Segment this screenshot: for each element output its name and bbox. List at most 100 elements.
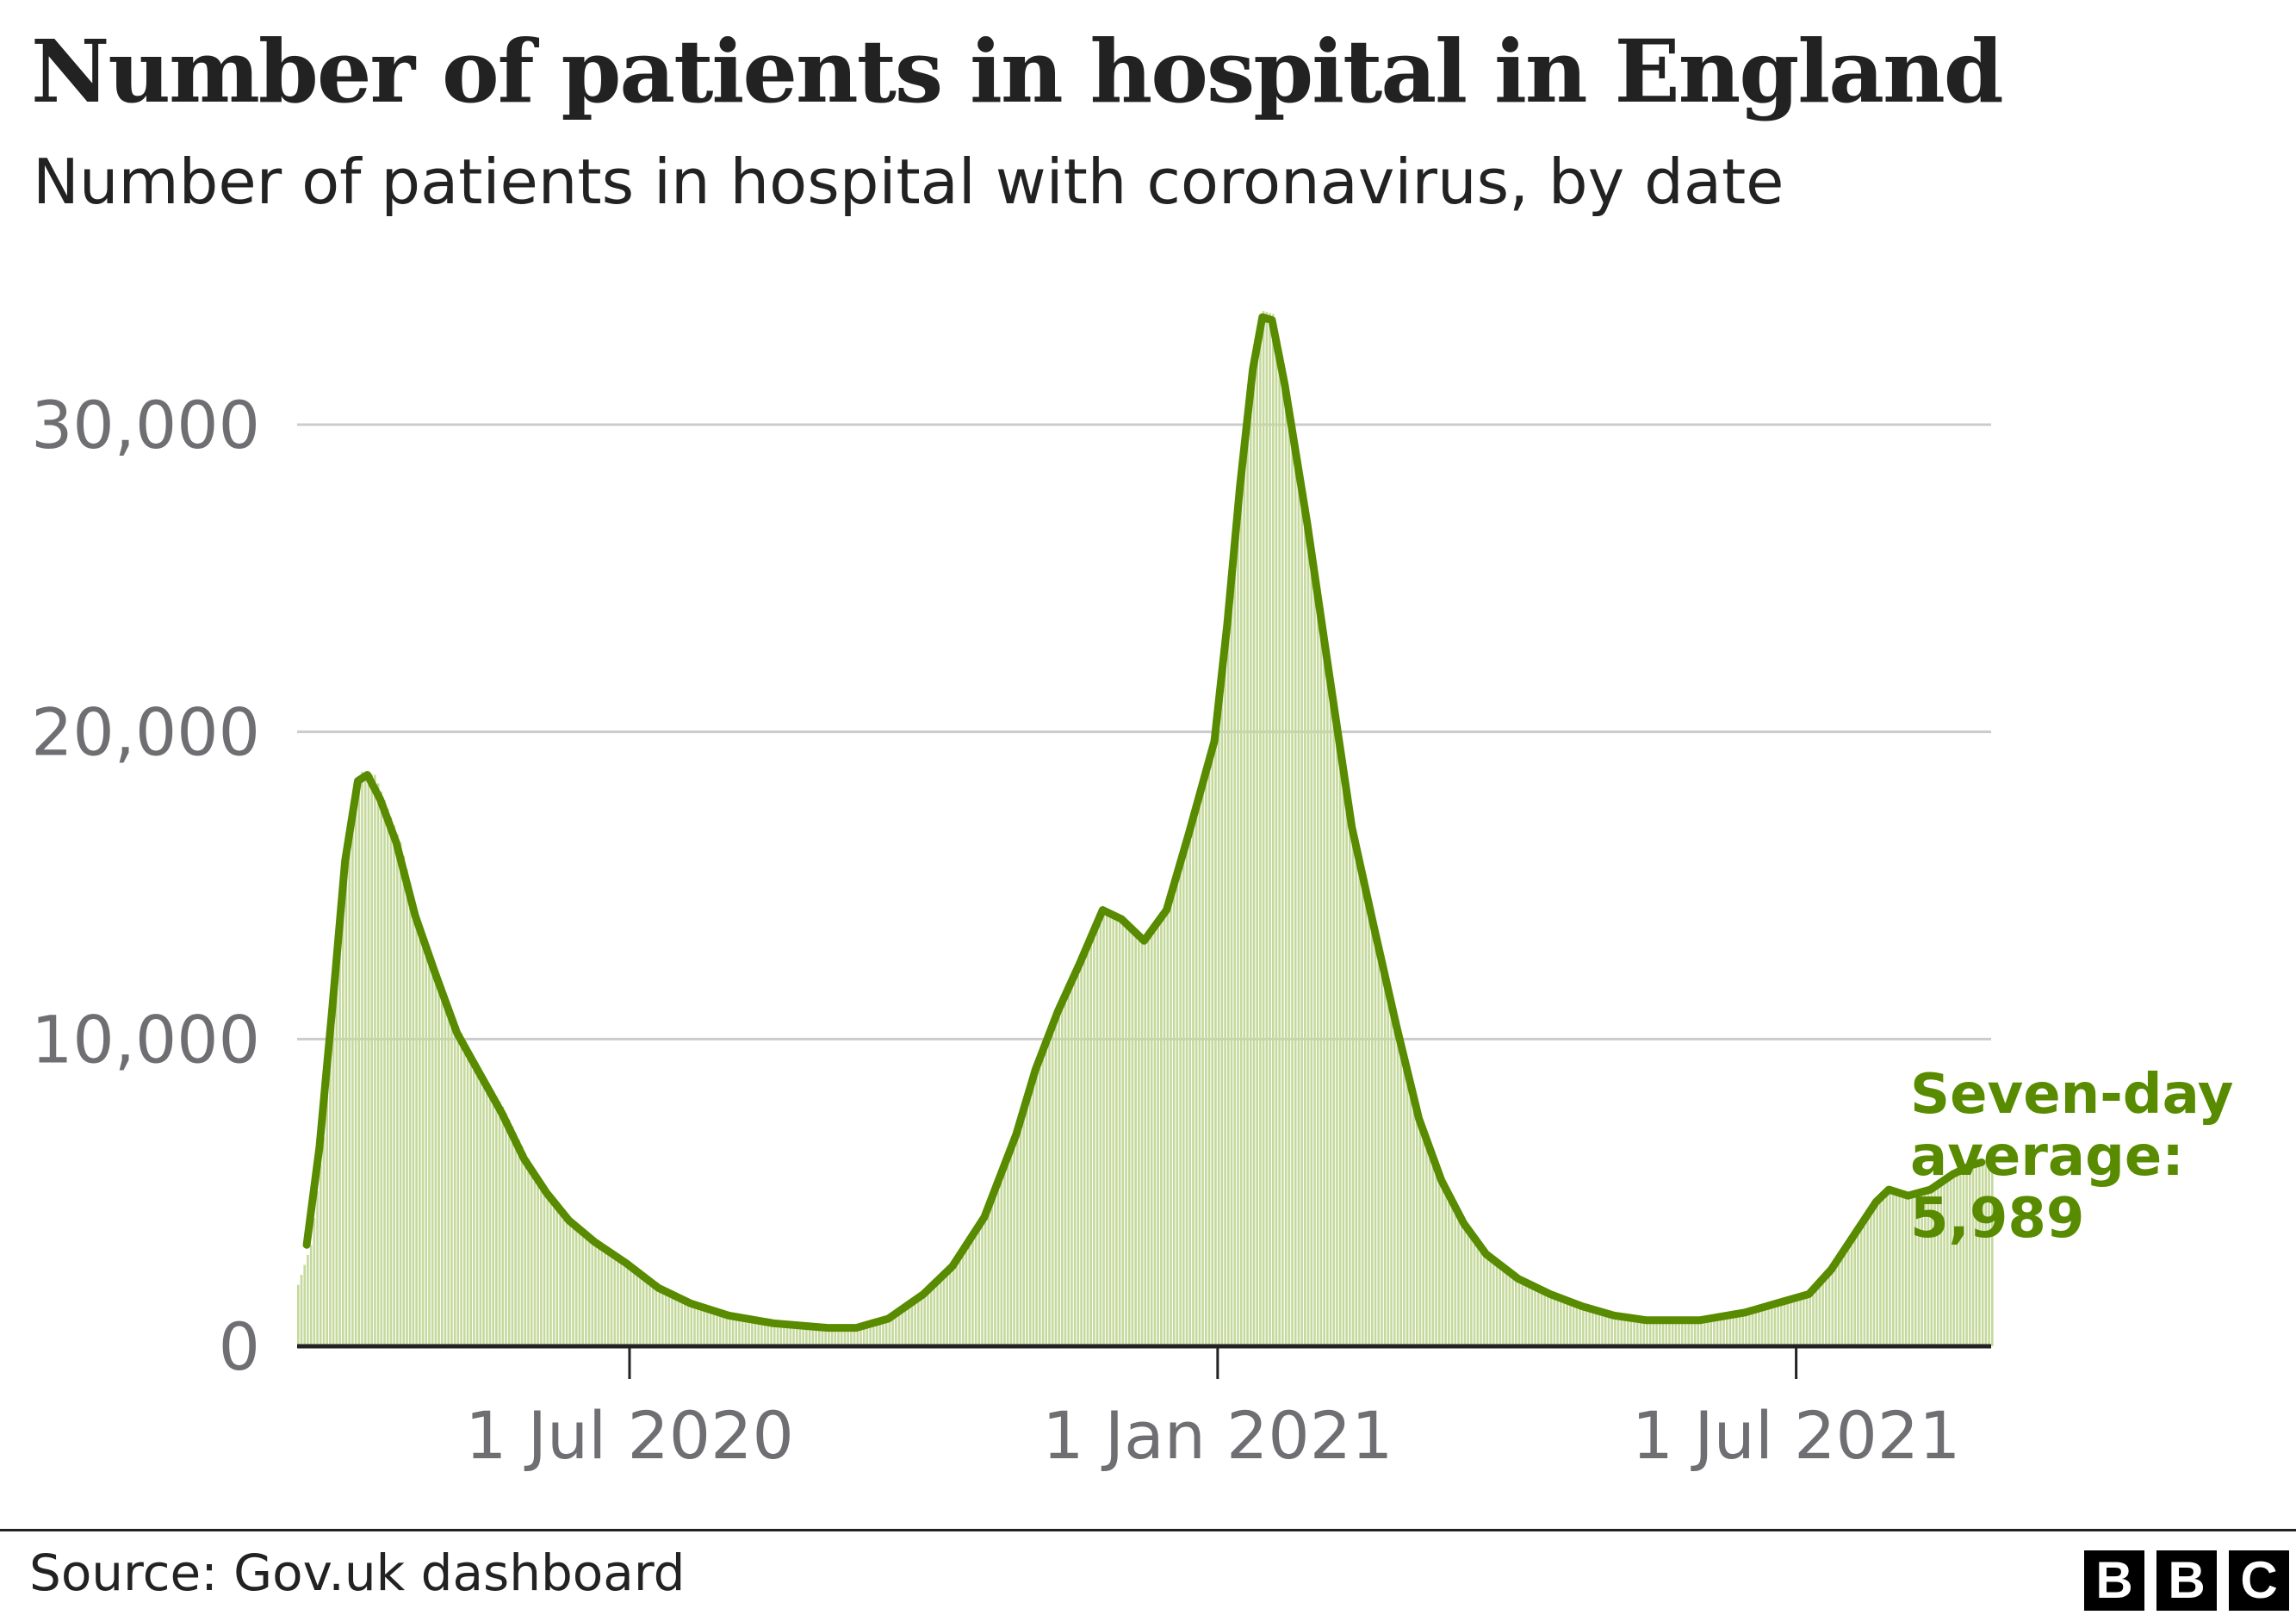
- daily-bar: [1153, 926, 1157, 1346]
- daily-bar: [1476, 1239, 1480, 1346]
- daily-bar: [798, 1325, 802, 1346]
- daily-bar: [1112, 911, 1114, 1346]
- daily-bar: [600, 1245, 604, 1346]
- daily-bar: [1732, 1314, 1734, 1346]
- daily-bar: [610, 1252, 613, 1346]
- daily-bar: [667, 1292, 671, 1346]
- daily-bar: [974, 1232, 977, 1346]
- daily-bar: [824, 1327, 827, 1346]
- daily-bar: [587, 1236, 591, 1346]
- daily-bar: [1026, 1102, 1028, 1346]
- daily-bar: [1262, 311, 1265, 1346]
- daily-bar: [1061, 1001, 1064, 1346]
- daily-bar: [1786, 1300, 1790, 1346]
- daily-bar: [1265, 312, 1269, 1347]
- y-tick-label: 20,000: [31, 694, 260, 771]
- daily-bar: [1818, 1283, 1821, 1346]
- daily-bar: [1780, 1301, 1783, 1346]
- daily-bar: [1418, 1115, 1422, 1346]
- daily-bar: [1958, 1170, 1962, 1346]
- daily-bar: [1921, 1192, 1923, 1346]
- daily-bar: [1083, 951, 1086, 1346]
- daily-bar: [1313, 560, 1316, 1346]
- daily-bar: [817, 1326, 821, 1346]
- daily-bar: [1457, 1208, 1460, 1346]
- daily-bar: [1646, 1320, 1648, 1346]
- daily-bar: [1745, 1312, 1747, 1346]
- daily-bar: [1345, 780, 1348, 1346]
- daily-bar: [1489, 1256, 1492, 1346]
- daily-bar: [936, 1282, 939, 1346]
- daily-bar: [933, 1284, 936, 1346]
- daily-bar: [530, 1164, 533, 1346]
- bbc-logo: B B C: [2084, 1550, 2289, 1611]
- x-tick-label: 1 Jul 2021: [1632, 1397, 1961, 1474]
- daily-bar: [1652, 1320, 1655, 1346]
- daily-bar: [1604, 1313, 1607, 1346]
- daily-bar: [367, 773, 370, 1346]
- daily-bar: [1205, 768, 1207, 1346]
- daily-bar: [837, 1327, 840, 1346]
- daily-bar: [661, 1289, 664, 1346]
- daily-bar: [1844, 1250, 1846, 1346]
- daily-bar: [840, 1327, 843, 1346]
- daily-bar: [1093, 929, 1095, 1346]
- daily-bar: [738, 1317, 741, 1346]
- daily-bar: [1125, 919, 1127, 1346]
- daily-bar: [859, 1326, 862, 1346]
- daily-bar: [965, 1246, 968, 1346]
- daily-bar: [1399, 1036, 1403, 1346]
- daily-bar: [1495, 1261, 1499, 1346]
- daily-bar: [591, 1239, 594, 1346]
- daily-bar: [1863, 1221, 1866, 1346]
- daily-bar: [680, 1298, 683, 1346]
- daily-bar: [1288, 398, 1291, 1346]
- daily-bar: [329, 1049, 332, 1346]
- seven-day-average-line: [302, 313, 1986, 1332]
- daily-bar: [802, 1326, 804, 1346]
- daily-bar: [1249, 389, 1252, 1346]
- daily-bar: [1949, 1176, 1952, 1346]
- daily-bar: [351, 822, 354, 1346]
- daily-bar: [815, 1326, 817, 1346]
- daily-bar: [485, 1080, 488, 1346]
- daily-bar: [1956, 1171, 1958, 1346]
- daily-bar: [1454, 1202, 1457, 1346]
- daily-bar: [511, 1126, 514, 1346]
- daily-bar: [344, 870, 348, 1346]
- daily-bar: [1332, 692, 1336, 1346]
- daily-bar: [1278, 346, 1281, 1346]
- daily-bar: [1716, 1317, 1719, 1346]
- daily-bar: [696, 1305, 699, 1346]
- daily-bar: [1310, 538, 1313, 1346]
- daily-bar: [1230, 574, 1233, 1346]
- daily-bar: [792, 1325, 795, 1346]
- daily-bar: [1207, 756, 1211, 1346]
- daily-bar: [1515, 1276, 1517, 1346]
- daily-bar: [1099, 914, 1102, 1346]
- daily-bar: [1850, 1240, 1853, 1346]
- daily-bar: [984, 1217, 987, 1346]
- daily-bar: [415, 910, 418, 1346]
- daily-bar: [1275, 330, 1278, 1347]
- daily-bar: [1575, 1303, 1579, 1346]
- daily-bar: [1486, 1254, 1489, 1346]
- daily-bar: [834, 1327, 837, 1346]
- daily-bar: [428, 948, 431, 1346]
- daily-bar: [1521, 1280, 1524, 1346]
- bbc-logo-letter: B: [2156, 1550, 2217, 1611]
- daily-bar: [1876, 1202, 1878, 1346]
- daily-bar: [300, 1275, 303, 1346]
- daily-bar: [1502, 1266, 1505, 1346]
- daily-bar: [1655, 1320, 1658, 1346]
- daily-bar: [920, 1295, 923, 1346]
- daily-bar: [1108, 910, 1112, 1346]
- daily-bar: [645, 1277, 648, 1346]
- daily-bar: [1898, 1192, 1901, 1346]
- daily-bar: [1866, 1216, 1869, 1346]
- daily-bar: [1492, 1258, 1495, 1346]
- daily-bar: [1505, 1269, 1508, 1346]
- daily-bar: [1834, 1264, 1837, 1346]
- daily-bar: [1176, 873, 1179, 1346]
